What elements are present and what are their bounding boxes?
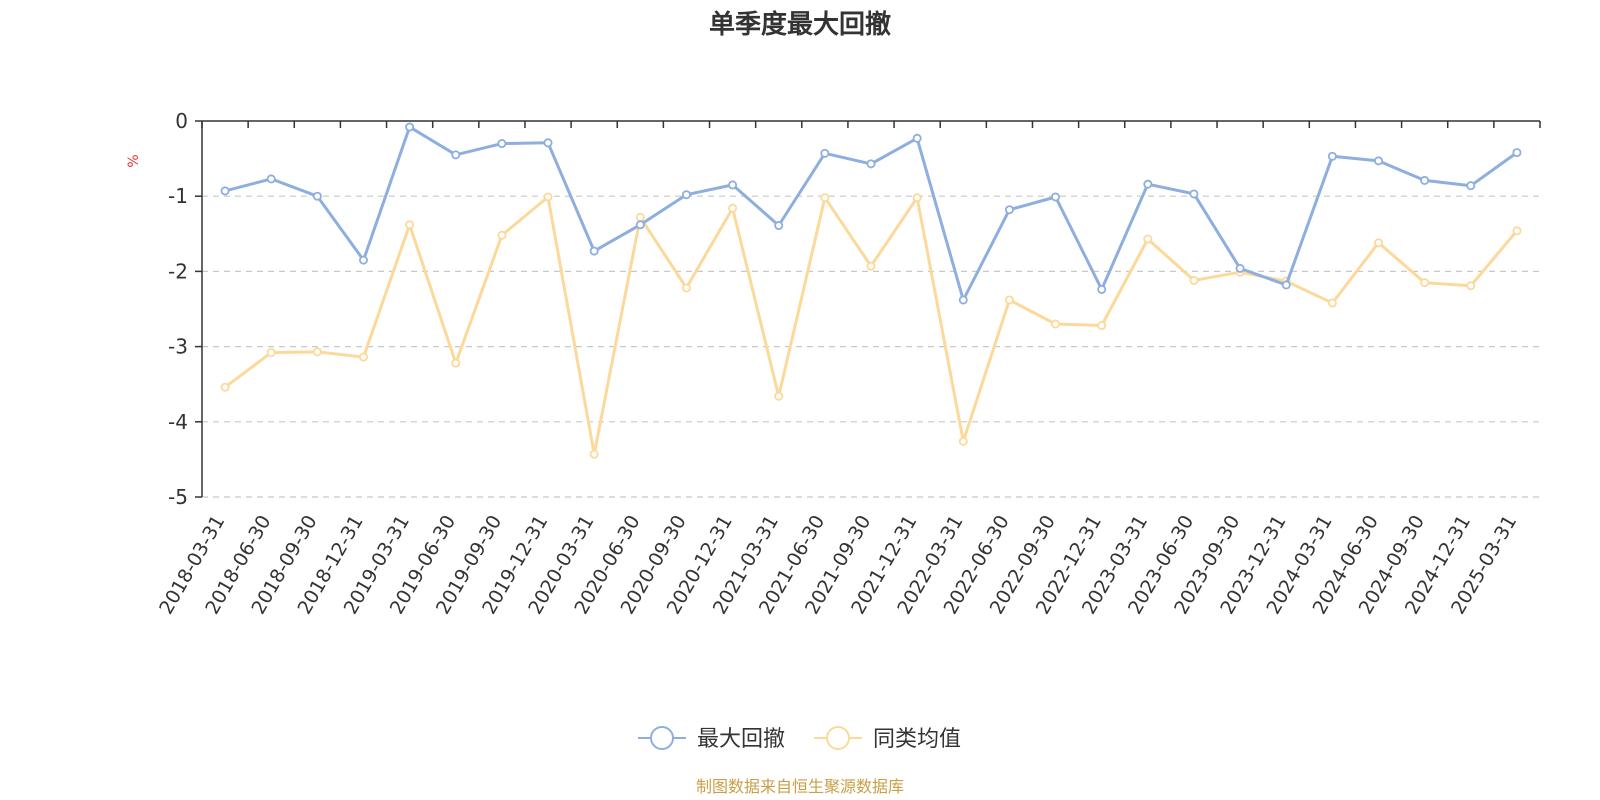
data-point xyxy=(1235,263,1245,273)
data-point xyxy=(497,139,507,149)
data-point xyxy=(1512,226,1522,236)
data-point xyxy=(1004,205,1014,215)
data-point xyxy=(1327,151,1337,161)
data-point xyxy=(358,352,368,362)
data-point xyxy=(728,180,738,190)
data-point xyxy=(820,148,830,158)
data-point xyxy=(912,133,922,143)
data-point xyxy=(958,436,968,446)
data-point xyxy=(866,159,876,169)
data-point xyxy=(1512,148,1522,158)
data-point xyxy=(589,449,599,459)
source-note: 制图数据来自恒生聚源数据库 xyxy=(696,777,904,796)
data-point xyxy=(1374,156,1384,166)
data-point xyxy=(1189,275,1199,285)
y-axis-unit: % xyxy=(126,154,142,167)
data-point xyxy=(405,220,415,230)
data-point xyxy=(266,174,276,184)
data-point xyxy=(958,295,968,305)
data-point xyxy=(543,138,553,148)
data-point xyxy=(1097,284,1107,294)
data-point xyxy=(266,348,276,358)
legend-marker xyxy=(650,726,674,750)
legend-label: 最大回撤 xyxy=(697,727,785,752)
data-point xyxy=(1466,281,1476,291)
data-point xyxy=(774,221,784,231)
data-point xyxy=(1327,298,1337,308)
legend-marker xyxy=(826,726,850,750)
y-tick-label: 0 xyxy=(175,109,188,133)
y-tick-label: -5 xyxy=(168,485,188,509)
data-point xyxy=(635,220,645,230)
data-point xyxy=(1143,234,1153,244)
series-line xyxy=(224,195,1519,456)
data-point xyxy=(728,203,738,213)
data-point xyxy=(681,190,691,200)
data-point xyxy=(1281,280,1291,290)
data-point xyxy=(405,122,415,132)
data-point xyxy=(497,230,507,240)
data-point xyxy=(1097,321,1107,331)
data-point xyxy=(912,193,922,203)
data-point xyxy=(589,246,599,256)
data-point xyxy=(681,283,691,293)
data-point xyxy=(312,191,322,201)
data-point xyxy=(1420,278,1430,288)
data-point xyxy=(451,358,461,368)
data-point xyxy=(820,193,830,203)
y-tick-label: -3 xyxy=(168,335,188,359)
data-point xyxy=(543,192,553,202)
y-tick-label: -2 xyxy=(168,259,188,283)
data-point xyxy=(1189,189,1199,199)
data-point xyxy=(635,212,645,222)
data-point xyxy=(1051,319,1061,329)
y-tick-label: -1 xyxy=(168,184,188,208)
data-point xyxy=(774,391,784,401)
data-point xyxy=(1466,181,1476,191)
data-point xyxy=(220,382,230,392)
data-point xyxy=(1374,238,1384,248)
data-point xyxy=(1143,179,1153,189)
data-point xyxy=(358,255,368,265)
legend-label: 同类均值 xyxy=(873,727,961,752)
data-point xyxy=(1051,192,1061,202)
data-point xyxy=(1420,175,1430,185)
y-tick-label: -4 xyxy=(168,410,188,434)
chart-title: 单季度最大回撤 xyxy=(709,9,891,40)
data-point xyxy=(220,186,230,196)
series-line xyxy=(224,125,1518,302)
data-point xyxy=(312,347,322,357)
data-point xyxy=(451,150,461,160)
data-point xyxy=(1004,295,1014,305)
data-point xyxy=(866,261,876,271)
